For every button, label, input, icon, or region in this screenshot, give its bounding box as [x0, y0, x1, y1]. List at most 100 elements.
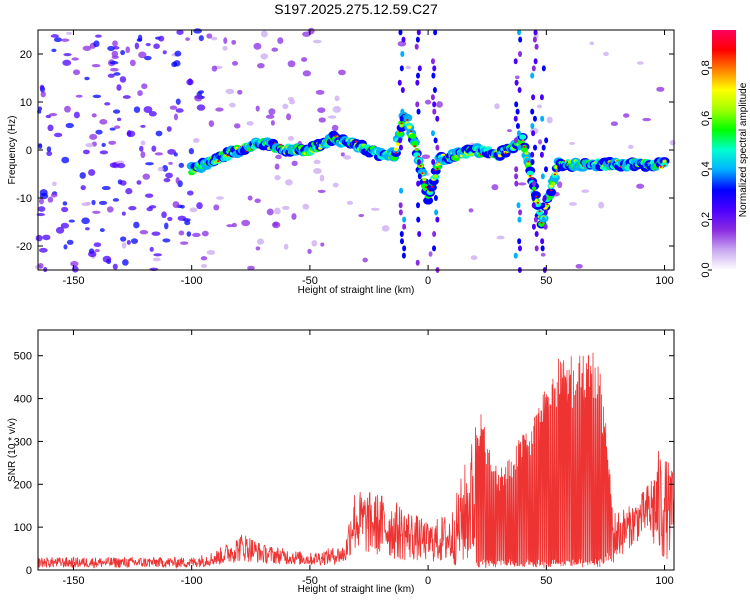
spectrogram-cell: [152, 257, 161, 262]
spectrogram-cell: [164, 222, 169, 230]
spectrogram-cell: [229, 102, 236, 108]
spectrogram-cell: [302, 31, 311, 37]
spectrogram-cell: [95, 129, 103, 135]
spectrogram-cell: [254, 198, 261, 204]
spectrogram-cell: [55, 226, 65, 234]
spectrogram-cell: [332, 106, 342, 113]
colorbar-tick-label: 0.8: [700, 60, 712, 75]
spectrogram-streak-cell: [531, 94, 536, 101]
spectrogram-streak-cell: [430, 58, 435, 65]
spectrogram-cell: [193, 28, 202, 34]
spectrogram-cell: [46, 146, 52, 153]
spectrogram-ridge-cell: [538, 221, 546, 227]
spectrogram-cell: [38, 247, 48, 253]
spectrogram-streak-cell: [401, 252, 406, 259]
spectrogram-streak-cell: [514, 101, 519, 108]
spectrogram-cell: [80, 185, 86, 191]
x-tick-label: -100: [181, 275, 203, 287]
spectrogram-streak-cell: [514, 166, 519, 173]
spectrogram-cell: [175, 177, 180, 184]
spectrogram-ridge-cell: [550, 181, 556, 186]
spectrogram-cell: [260, 30, 268, 38]
colorbar-ticks: 0.0 0.2 0.4 0.6 0.8: [700, 60, 712, 278]
spectrogram-cell: [317, 107, 326, 113]
spectrogram-cell: [61, 206, 69, 213]
spectrogram-cell: [68, 219, 75, 223]
spectrogram-cell: [300, 57, 308, 62]
spectrogram-cell: [108, 140, 117, 145]
snr-x-label: Height of straight line (km): [298, 584, 415, 595]
spectrogram-cell: [319, 174, 325, 182]
spectrogram-cell: [53, 132, 63, 138]
spectrogram-cell: [163, 177, 171, 183]
spectrogram-streak-cell: [433, 29, 438, 36]
spectrogram-ridge-cell: [504, 152, 507, 154]
spectrogram-y-label: Frequency (Hz): [7, 116, 18, 185]
spectrogram-cell: [274, 207, 281, 215]
spectrogram-cell: [546, 116, 553, 124]
snr-marks: [37, 352, 675, 569]
spectrogram-cell: [91, 199, 96, 206]
spectrogram-cell: [37, 206, 46, 212]
spectrogram-cell: [133, 106, 141, 114]
spectrogram-cell: [121, 242, 127, 249]
spectrogram-cell: [71, 57, 79, 61]
spectrogram-cell: [346, 200, 354, 205]
spectrogram-cell: [107, 45, 115, 52]
spectrogram-cell: [62, 59, 72, 66]
spectrogram-streak-cell: [402, 245, 407, 252]
x-tick-label: 50: [540, 575, 552, 587]
spectrogram-ridge-cell: [409, 130, 413, 133]
spectrogram-cell: [60, 222, 69, 229]
spectrogram-cell: [109, 127, 116, 131]
spectrogram-streak-cell: [416, 29, 421, 36]
spectrogram-ridge-cell: [396, 123, 407, 132]
spectrogram-cell: [257, 238, 265, 245]
spectrogram-streak-cell: [533, 58, 538, 65]
spectrogram-streak-cell: [431, 72, 436, 79]
x-tick-label: -50: [302, 275, 318, 287]
spectrogram-cell: [282, 103, 289, 110]
spectrogram-ridge-cell: [531, 186, 537, 191]
spectrogram-ridge-cell: [415, 148, 418, 151]
spectrogram-cell: [313, 168, 322, 174]
spectrogram-ridge-cell: [526, 161, 531, 166]
spectrogram-cell: [569, 141, 575, 146]
spectrogram-cell: [192, 232, 201, 238]
spectrogram-streak-cell: [400, 108, 405, 115]
spectrogram-cell: [167, 216, 173, 222]
spectrogram-streak-cell: [530, 159, 535, 165]
spectrogram-cell: [193, 138, 200, 143]
spectrogram-streak-cell: [432, 245, 437, 252]
spectrogram-ridge-cell: [419, 165, 422, 167]
spectrogram-cell: [176, 29, 184, 35]
spectrogram-cell: [656, 86, 665, 92]
spectrogram-cell: [42, 234, 51, 241]
spectrogram-streak-cell: [534, 43, 539, 50]
spectrogram-cell: [81, 202, 90, 207]
spectrogram-cell: [291, 213, 297, 220]
spectrogram-cell: [82, 45, 92, 51]
spectrogram-cell: [175, 108, 184, 113]
spectrogram-streak-cell: [531, 195, 536, 201]
spectrogram-streak-cell: [414, 43, 419, 50]
spectrogram-cell: [642, 117, 652, 122]
spectrogram-streak-cell: [398, 144, 403, 151]
spectrogram-cell: [143, 55, 152, 61]
spectrogram-streak-cell: [540, 245, 545, 252]
spectrogram-ridge-cell: [394, 151, 398, 154]
spectrogram-cell: [153, 43, 160, 49]
spectrogram-streak-cell: [513, 252, 518, 259]
spectrogram-cell: [73, 111, 80, 119]
spectrogram-cell: [51, 48, 57, 53]
spectrogram-ridge-cell: [334, 135, 337, 137]
spectrogram-streak-cell: [533, 29, 538, 36]
spectrogram-cell: [636, 61, 644, 65]
spectrogram-streak-cell: [517, 238, 522, 245]
spectrogram-cell: [517, 182, 527, 186]
spectrogram-cell: [628, 144, 634, 149]
spectrogram-streak-cell: [513, 137, 518, 144]
spectrogram-cell: [116, 162, 126, 169]
spectrogram-cell: [94, 249, 100, 253]
spectrogram-cell: [120, 49, 126, 56]
